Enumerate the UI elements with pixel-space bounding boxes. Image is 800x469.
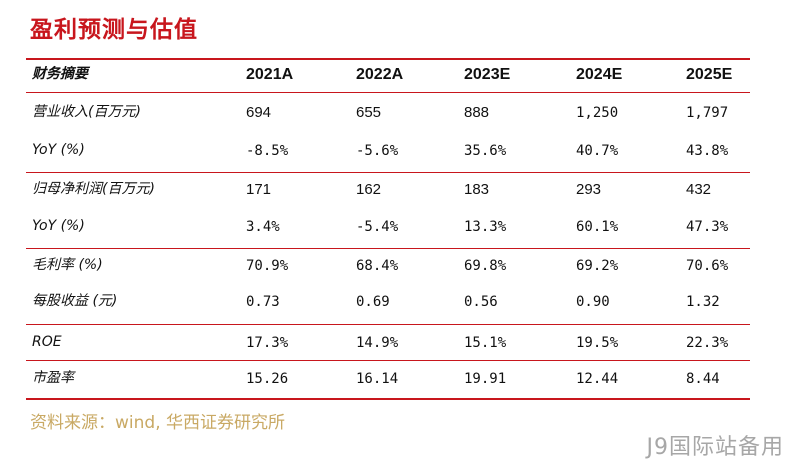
row-label-net-profit: 归母净利润(百万元): [32, 181, 155, 197]
table-cell: 293: [576, 181, 602, 198]
header-rule: [26, 92, 750, 93]
row-label-revenue-yoy: YoY (%): [32, 142, 85, 158]
table-cell: 70.9%: [246, 258, 289, 274]
table-cell: 12.44: [576, 371, 619, 387]
watermark: J9国际站备用: [646, 435, 784, 460]
header-year-2021: 2021A: [246, 66, 294, 83]
table-cell: 162: [356, 181, 382, 198]
table-cell: 432: [686, 181, 712, 198]
table-cell: 888: [464, 104, 490, 121]
header-year-2024: 2024E: [576, 66, 623, 83]
table-cell: 47.3%: [686, 219, 729, 235]
header-label: 财务摘要: [32, 66, 88, 82]
table-cell: 8.44: [686, 371, 720, 387]
table-cell: -5.6%: [356, 143, 399, 159]
table-cell: 1.32: [686, 294, 720, 310]
row-divider: [26, 248, 750, 249]
table-cell: 1,250: [576, 105, 619, 121]
table-top-rule: [26, 58, 750, 60]
row-label-roe: ROE: [32, 334, 62, 350]
row-label-pe: 市盈率: [32, 370, 74, 386]
row-label-net-profit-yoy: YoY (%): [32, 218, 85, 234]
table-cell: 60.1%: [576, 219, 619, 235]
table-cell: 183: [464, 181, 490, 198]
table-cell: 22.3%: [686, 335, 729, 351]
table-cell: 69.8%: [464, 258, 507, 274]
row-label-revenue: 营业收入(百万元): [32, 104, 141, 120]
table-cell: 655: [356, 104, 382, 121]
header-year-2023: 2023E: [464, 66, 511, 83]
row-divider: [26, 324, 750, 325]
table-cell: 171: [246, 181, 272, 198]
table-cell: 69.2%: [576, 258, 619, 274]
table-cell: 17.3%: [246, 335, 289, 351]
table-cell: 13.3%: [464, 219, 507, 235]
table-cell: 19.5%: [576, 335, 619, 351]
table-cell: 15.26: [246, 371, 289, 387]
table-cell: 40.7%: [576, 143, 619, 159]
table-cell: 1,797: [686, 105, 729, 121]
table-cell: 0.56: [464, 294, 498, 310]
table-cell: 0.69: [356, 294, 390, 310]
table-cell: 0.73: [246, 294, 280, 310]
table-cell: 35.6%: [464, 143, 507, 159]
table-cell: 16.14: [356, 371, 399, 387]
table-cell: 15.1%: [464, 335, 507, 351]
table-cell: 19.91: [464, 371, 507, 387]
table-cell: -5.4%: [356, 219, 399, 235]
header-year-2022: 2022A: [356, 66, 404, 83]
row-label-gross-margin: 毛利率 (%): [32, 257, 103, 273]
row-divider: [26, 360, 750, 361]
table-cell: 70.6%: [686, 258, 729, 274]
table-cell: -8.5%: [246, 143, 289, 159]
row-label-eps: 每股收益 (元): [32, 293, 118, 309]
header-year-2025: 2025E: [686, 66, 733, 83]
page-title: 盈利预测与估值: [30, 17, 198, 43]
table-cell: 14.9%: [356, 335, 399, 351]
table-cell: 68.4%: [356, 258, 399, 274]
source-note: 资料来源：wind, 华西证券研究所: [30, 413, 285, 433]
table-cell: 0.90: [576, 294, 610, 310]
table-bottom-rule: [26, 398, 750, 400]
table-cell: 3.4%: [246, 219, 280, 235]
table-cell: 43.8%: [686, 143, 729, 159]
table-cell: 694: [246, 104, 272, 121]
row-divider: [26, 172, 750, 173]
